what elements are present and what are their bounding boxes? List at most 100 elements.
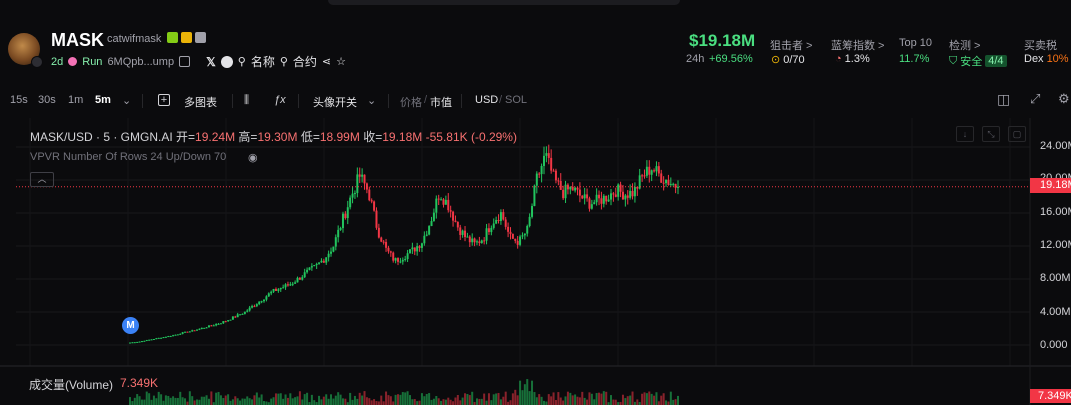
pane-down-icon[interactable]: ↓ (956, 126, 974, 142)
dev-marker[interactable]: M (122, 317, 139, 334)
volume-bar (339, 394, 342, 405)
settings-gear-icon[interactable]: ⚙ (1058, 91, 1070, 106)
search-contract-link[interactable]: 合约 (292, 55, 317, 69)
platform-badge-icon (31, 56, 43, 68)
interval-30s[interactable]: 30s (38, 94, 56, 106)
search-name-icon[interactable]: ⚲ (237, 56, 246, 68)
search-contract-icon[interactable]: ⚲ (279, 56, 288, 68)
volume-bar (241, 398, 244, 405)
candle-body (550, 157, 553, 171)
candle-body (602, 195, 605, 204)
volume-bar (332, 398, 335, 405)
vpvr-indicator[interactable]: VPVR Number Of Rows 24 Up/Down 70 (30, 151, 227, 163)
candle-body (466, 236, 469, 238)
volume-bar (442, 399, 445, 405)
currency-sol[interactable]: SOL (505, 94, 528, 106)
candle-body (514, 238, 517, 241)
snipers-label[interactable]: 狙击者 > (770, 40, 813, 52)
volume-bar (435, 395, 438, 405)
candle-body (547, 153, 550, 158)
volume-tag: 7.349K (1030, 389, 1071, 403)
candle-body (306, 269, 309, 273)
bluechip-label[interactable]: 蓝筹指数 > (831, 40, 885, 52)
volume-bar (569, 392, 572, 405)
volume-bar (418, 400, 421, 405)
candle-body (449, 210, 452, 212)
candle-body (406, 253, 409, 259)
candle-body (196, 329, 199, 331)
website-icon[interactable] (220, 55, 233, 68)
add-indicator-icon[interactable]: + (158, 94, 170, 106)
check-label[interactable]: 检测 > (949, 40, 981, 52)
tax-prefix: Dex (1024, 53, 1044, 65)
screenshot-icon[interactable]: ◫ (997, 91, 1011, 107)
candle-type-icon[interactable]: ⫼ (244, 94, 250, 106)
volume-bar (298, 391, 301, 405)
collapse-legend-chevron-icon[interactable]: ︿ (30, 172, 54, 187)
volume-bar (519, 380, 522, 405)
top10-label[interactable]: Top 10 (899, 37, 933, 49)
contract-address[interactable]: 6MQpb...ump (107, 55, 175, 68)
candle-body (430, 221, 433, 227)
currency-usd[interactable]: USD (475, 94, 499, 106)
candle-body (148, 339, 151, 341)
interval-5m[interactable]: 5m (95, 94, 111, 106)
tax-value-row: Dex 10% (1024, 53, 1069, 65)
candle-body (552, 170, 555, 172)
mcap-mode[interactable]: 市值 (430, 97, 452, 109)
volume-bar (523, 384, 526, 405)
volume-bar (645, 393, 648, 405)
candle-body (607, 199, 610, 202)
candle-body (492, 223, 495, 228)
candle-body (399, 261, 402, 263)
candle-body (404, 258, 407, 260)
search-name-link[interactable]: 名称 (250, 55, 275, 69)
candle-body (229, 319, 232, 321)
volume-bar (511, 393, 514, 405)
open-label: 开= (176, 130, 196, 144)
candle-body (164, 336, 167, 338)
volume-bar (674, 399, 677, 405)
volume-bar (296, 396, 299, 405)
candle-body (677, 186, 679, 188)
volume-bar (191, 396, 194, 405)
candle-body (447, 199, 450, 211)
multi-chart-button[interactable]: 多图表 (184, 97, 217, 109)
volume-bar (545, 401, 548, 405)
interval-1m[interactable]: 1m (68, 94, 84, 106)
volume-bar (404, 392, 407, 405)
candle-body (423, 235, 426, 244)
volume-bar (260, 394, 263, 405)
candle-body (468, 236, 471, 243)
candle-body (174, 334, 177, 336)
interval-15s[interactable]: 15s (10, 94, 28, 106)
candle-body (203, 327, 206, 329)
volume-bar (650, 393, 653, 405)
volume-bar (148, 393, 151, 405)
interval-dropdown-icon[interactable]: ⌄ (122, 95, 132, 107)
twitter-x-icon[interactable]: 𝕏 (206, 54, 216, 69)
pane-collapse-icon[interactable]: ⤡ (982, 126, 1000, 142)
avatar-toggle-chevron-icon[interactable]: ⌄ (367, 95, 377, 107)
volume-bar (143, 399, 146, 405)
search-bar[interactable] (328, 0, 680, 5)
candle-body (222, 321, 225, 324)
price-mode[interactable]: 价格 (400, 97, 422, 109)
copy-icon[interactable] (179, 56, 191, 67)
avatar-toggle[interactable]: 头像开关 (313, 97, 357, 109)
favorite-star-icon[interactable]: ☆ (336, 56, 346, 68)
candlestick-chart[interactable] (0, 118, 1071, 405)
candle-body (286, 284, 289, 286)
volume-bar (478, 398, 481, 405)
candle-body (325, 257, 328, 263)
fullscreen-icon[interactable]: ⤢ (1030, 91, 1041, 106)
candle-body (382, 241, 385, 243)
pane-maximize-icon[interactable]: ▢ (1008, 126, 1026, 142)
candle-body (521, 235, 524, 237)
hide-indicator-eye-icon[interactable]: ◉ (248, 152, 258, 164)
volume-bar (624, 398, 627, 405)
indicators-fx-icon[interactable]: ƒx (274, 94, 286, 106)
candle-body (181, 332, 184, 334)
share-icon[interactable]: ⋖ (321, 56, 332, 68)
volume-bar (370, 400, 373, 405)
